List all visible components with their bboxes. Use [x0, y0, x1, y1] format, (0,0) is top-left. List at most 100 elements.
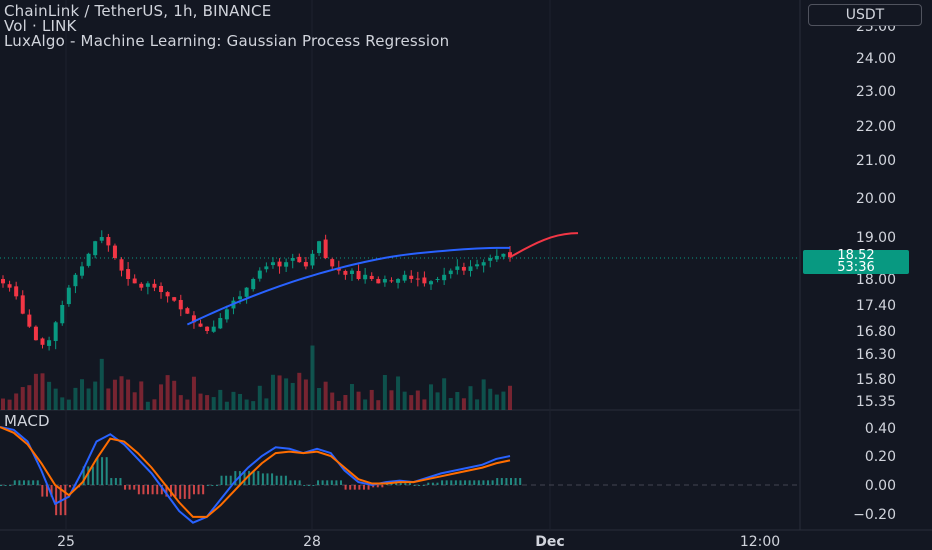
candle-body — [415, 278, 420, 280]
macd-histogram-bar — [82, 466, 85, 485]
symbol-title[interactable]: ChainLink / TetherUS, 1h, BINANCE — [4, 2, 272, 20]
candle-body — [396, 279, 401, 283]
volume-bar — [231, 391, 236, 410]
volume-bar — [244, 399, 249, 410]
regression-fit-line — [186, 246, 511, 326]
axes: 25.0024.0023.0022.0021.0020.0019.0018.00… — [57, 19, 896, 550]
macd-histogram-bar — [491, 480, 494, 485]
macd-histogram-bar — [307, 485, 310, 486]
macd-histogram-bar — [179, 485, 182, 499]
candle-body — [270, 262, 275, 266]
volume-bar — [330, 392, 335, 410]
macd-histogram-bar — [505, 478, 508, 485]
volume-bar — [185, 399, 190, 410]
candle-body — [481, 262, 486, 266]
macd-histogram-bar — [36, 480, 39, 485]
macd-histogram-bar — [303, 485, 306, 486]
macd-histogram-bar — [248, 471, 251, 485]
volume-bar — [126, 379, 131, 410]
candle-body — [112, 245, 117, 258]
volume-bar — [152, 399, 157, 410]
candle-body — [7, 284, 12, 288]
candle-body — [14, 286, 19, 297]
macd-histogram-bar — [340, 480, 342, 485]
macd-histogram-bar — [422, 485, 425, 486]
macd-pane — [0, 426, 522, 524]
macd-histogram-bar — [229, 475, 232, 485]
macd-histogram-bar — [464, 480, 467, 485]
macd-histogram-bar — [477, 480, 480, 485]
macd-histogram-bar — [408, 482, 411, 485]
volume-bar — [1, 398, 5, 410]
macd-histogram-bar — [128, 485, 131, 490]
volume-bar — [27, 385, 32, 410]
volume-bar — [336, 400, 341, 410]
last-price-value: 18.52 — [837, 248, 875, 263]
candle-body — [251, 279, 256, 290]
candle-body — [185, 308, 190, 314]
candle-body — [442, 274, 447, 281]
macd-histogram-bar — [376, 485, 379, 488]
candle-body — [60, 305, 65, 324]
candle-body — [238, 296, 243, 300]
volume-bar — [481, 379, 486, 410]
macd-histogram-bar — [294, 480, 297, 485]
macd-histogram-bar — [50, 485, 53, 497]
time-axis-tick: Dec — [535, 534, 564, 550]
macd-legend[interactable]: MACD — [4, 412, 50, 430]
macd-histogram-bar — [87, 466, 90, 485]
volume-bar — [33, 373, 38, 410]
macd-histogram-bar — [487, 480, 490, 485]
candle-body — [330, 259, 335, 267]
candle-body — [448, 270, 453, 275]
candle-body — [126, 269, 131, 279]
macd-axis-tick: −0.20 — [853, 507, 896, 523]
candle-body — [363, 274, 368, 280]
price-axis-tick: 15.80 — [856, 372, 896, 388]
macd-histogram-bar — [436, 482, 439, 485]
candle-body — [369, 275, 374, 279]
volume-bar — [165, 375, 170, 410]
price-axis-tick: 22.00 — [856, 119, 896, 135]
volume-bar — [270, 374, 275, 410]
price-axis-tick: 23.00 — [856, 84, 896, 100]
time-axis-tick: 28 — [303, 534, 321, 550]
macd-histogram-bar — [321, 480, 324, 485]
candle-body — [257, 270, 262, 279]
candle-body — [20, 295, 25, 314]
macd-histogram-bar — [192, 485, 195, 495]
volume-bar — [211, 397, 216, 410]
price-axis-tick: 15.35 — [856, 394, 896, 410]
candle-body — [205, 326, 210, 331]
volume-bar — [119, 376, 124, 410]
macd-histogram-bar — [496, 478, 499, 485]
macd-histogram-bar — [482, 480, 485, 485]
candle-body — [1, 279, 5, 284]
volume-bar — [494, 394, 499, 410]
macd-histogram-bar — [183, 485, 186, 499]
macd-histogram-bar — [399, 482, 402, 485]
macd-histogram-bar — [335, 480, 338, 485]
indicator-legend[interactable]: LuxAlgo - Machine Learning: Gaussian Pro… — [4, 32, 450, 50]
volume-bar — [80, 379, 85, 410]
volume-bar — [139, 381, 144, 410]
volume-bar — [112, 379, 117, 410]
volume-legend[interactable]: Vol · LINK — [4, 17, 77, 35]
macd-histogram-bar — [188, 485, 191, 499]
macd-histogram-bar — [450, 480, 453, 485]
macd-histogram-bar — [519, 478, 522, 485]
macd-histogram-bar — [234, 471, 237, 485]
candle-body — [501, 253, 506, 257]
macd-histogram-bar — [142, 485, 145, 495]
currency-button[interactable]: USDT — [808, 4, 922, 26]
macd-histogram-bar — [358, 485, 361, 490]
candle-countdown: 53:36 — [837, 260, 875, 275]
macd-histogram-bar — [211, 485, 214, 486]
macd-histogram-bar — [252, 471, 255, 485]
volume-bar — [389, 390, 394, 410]
time-axis-tick: 12:00 — [740, 534, 780, 550]
volume-bar — [93, 381, 98, 410]
macd-histogram-bar — [372, 485, 375, 488]
volume-bar — [396, 376, 401, 410]
